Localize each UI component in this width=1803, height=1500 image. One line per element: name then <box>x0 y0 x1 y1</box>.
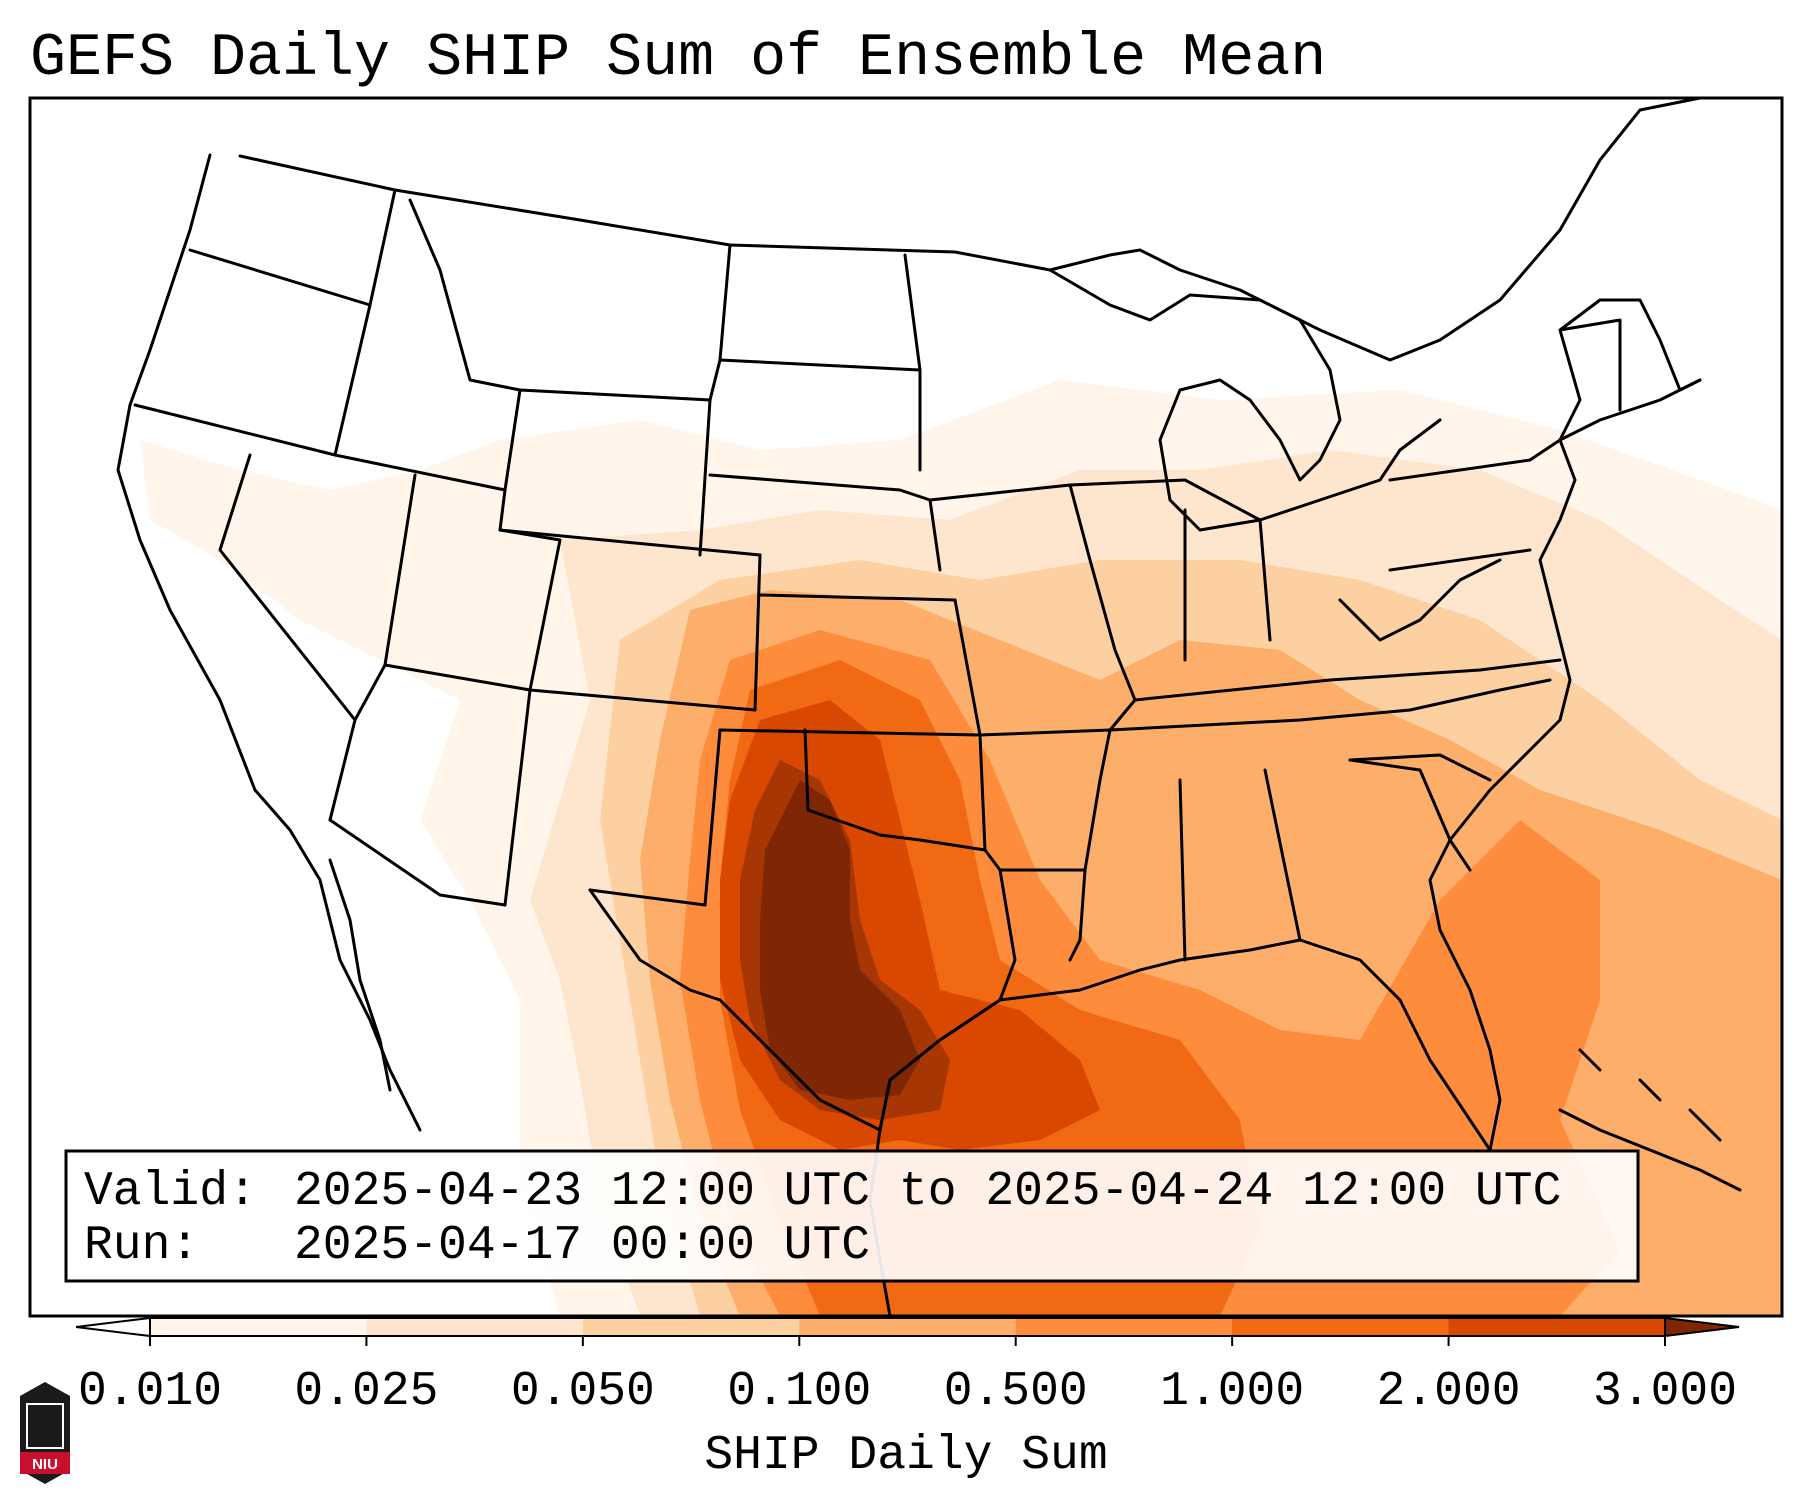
ks-mo-border <box>953 598 982 737</box>
mt-wy-border <box>518 388 712 402</box>
wy-co-border <box>498 528 762 557</box>
ut-co-border <box>498 488 562 692</box>
colorbar-segment <box>1232 1318 1450 1336</box>
az-nm-border <box>503 688 532 907</box>
colorbar: 0.010 0.025 0.050 0.100 0.500 1.000 2.000 3.000… <box>75 1316 1740 1483</box>
al-ga-border <box>1263 768 1302 942</box>
colorbar-tick-label: 2.000 <box>1377 1365 1521 1419</box>
colorbar-tick-label: 0.100 <box>727 1365 871 1419</box>
ms-al-border <box>1178 778 1187 962</box>
colorbar-segment <box>1448 1318 1666 1336</box>
cuba <box>1558 1108 1742 1192</box>
info-box: Valid: 2025-04-23 12:00 UTC to 2025-04-2… <box>64 1149 1640 1283</box>
colorbar-segments <box>75 1316 1740 1338</box>
colorbar-segment <box>366 1318 584 1336</box>
pa-ny-border <box>1388 438 1562 482</box>
idaho-border <box>333 188 397 457</box>
ca-nv-border <box>218 453 357 822</box>
baja-california <box>328 858 392 1092</box>
map-panel <box>28 96 1784 1318</box>
nd-sd-border <box>718 358 922 372</box>
logo-band <box>20 1452 70 1474</box>
colorbar-ticks <box>149 1336 1666 1346</box>
co-ks-border <box>753 553 762 712</box>
ky-tn <box>1133 658 1562 702</box>
tn-border <box>1108 678 1552 732</box>
midwest-divides <box>1068 478 1262 522</box>
in-oh-borders <box>1183 508 1272 662</box>
colorbar-segment <box>799 1318 1017 1336</box>
colorbar-tick-label: 0.010 <box>78 1365 222 1419</box>
colorbar-tick-label: 0.050 <box>511 1365 655 1419</box>
nc-sc-border <box>1348 753 1492 782</box>
colorbar-under-arrow <box>75 1316 151 1338</box>
wa-or-border <box>188 248 372 307</box>
colorbar-tick-labels: 0.010 0.025 0.050 0.100 0.500 1.000 2.000 3.000 <box>78 1365 1737 1419</box>
wy-ne <box>698 398 712 557</box>
logo-text: NIU <box>32 1456 58 1473</box>
new-england <box>1558 298 1702 442</box>
pa-md-border <box>1388 548 1532 572</box>
colorbar-segment <box>150 1318 367 1336</box>
montana-idaho <box>408 198 522 492</box>
gulf-coast <box>878 838 1502 1152</box>
atlantic-coast <box>1448 378 1702 842</box>
great-lakes <box>1048 248 1442 532</box>
colorbar-segment <box>1015 1318 1233 1336</box>
logo-tower-icon <box>26 1403 64 1449</box>
nm-tx-border <box>588 728 722 907</box>
ut-az-border <box>383 663 532 692</box>
niu-logo: NIU <box>20 1382 70 1484</box>
mississippi-river <box>1068 728 1112 962</box>
bahamas <box>1578 1048 1722 1142</box>
mo-ar-border <box>978 728 1112 737</box>
shade-level-max <box>760 780 920 1100</box>
valid-value: 2025-04-23 12:00 UTC to 2025-04-24 12:00… <box>294 1165 1561 1219</box>
sd-ne <box>708 473 942 572</box>
colorbar-tick-label: 0.025 <box>294 1365 438 1419</box>
info-box-frame <box>64 1149 1640 1283</box>
us-canada-border <box>238 98 1702 362</box>
west-coast <box>116 153 422 1132</box>
ks-ok-border <box>718 728 982 737</box>
colorbar-label: SHIP Daily Sum <box>704 1429 1107 1483</box>
run-label: Run: <box>84 1219 199 1273</box>
wv-va-border <box>1338 558 1502 642</box>
tx-panhandle <box>803 728 987 852</box>
ga-sc-border <box>1348 758 1472 872</box>
ok-ar-border <box>978 733 987 852</box>
valid-label: Valid: <box>84 1165 257 1219</box>
map-title: GEFS Daily SHIP Sum of Ensemble Mean <box>30 25 1326 93</box>
run-value: 2025-04-17 00:00 UTC <box>294 1219 870 1273</box>
colorbar-tick-label: 1.000 <box>1160 1365 1304 1419</box>
state-boundaries <box>116 98 1702 1152</box>
dakotas-mn <box>903 253 922 472</box>
colorbar-segment <box>582 1318 800 1336</box>
colorbar-tick-label: 3.000 <box>1593 1365 1737 1419</box>
mo-il-border <box>928 483 1137 732</box>
colorbar-tick-label: 0.500 <box>944 1365 1088 1419</box>
az-mexico <box>328 818 507 907</box>
map-frame <box>28 96 1784 1318</box>
co-nm-border <box>528 688 757 712</box>
colorbar-over-arrow <box>1664 1316 1740 1338</box>
colorbar-frame <box>149 1317 1666 1337</box>
ne-ks-border <box>758 593 957 602</box>
